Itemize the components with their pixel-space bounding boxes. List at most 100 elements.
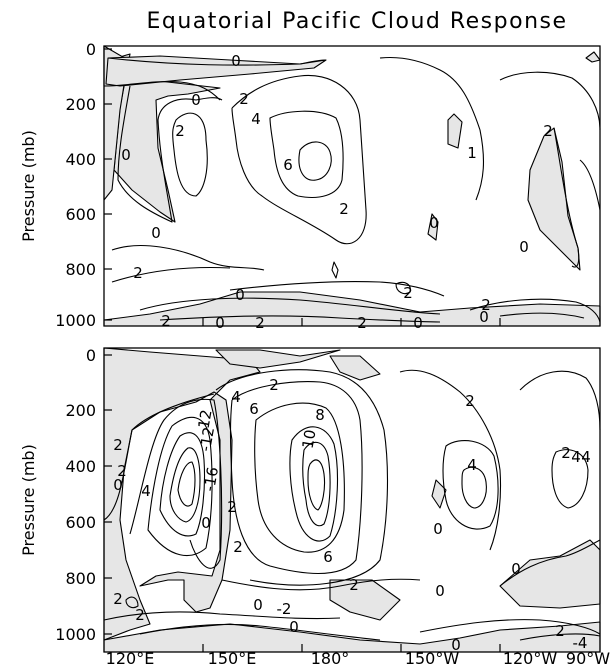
- bottom-contour-low-3: [419, 619, 601, 635]
- top-contour-low-1: [111, 245, 265, 271]
- top-label: 4: [251, 110, 261, 128]
- top-contour-low-3: [229, 280, 445, 297]
- x-tick-label: 150°E: [208, 649, 257, 664]
- bottom-label: 10: [299, 428, 320, 450]
- bottom-y-tick-label: 0: [86, 346, 96, 365]
- top-y-tick-label: 200: [65, 95, 96, 114]
- top-label: 0: [231, 52, 241, 70]
- bottom-label: 4: [141, 482, 151, 500]
- bottom-label: -12: [196, 426, 218, 453]
- bottom-contour-low-2: [139, 623, 381, 641]
- bottom-label: 0: [511, 560, 521, 578]
- top-label: 2: [543, 122, 553, 140]
- top-shade-bottom: [103, 291, 601, 327]
- bottom-label: 0: [289, 618, 299, 636]
- top-label: 2: [403, 284, 413, 302]
- bottom-label: 2: [113, 436, 123, 454]
- bottom-y-tick-labels: 0 200 400 600 800 1000: [55, 346, 96, 644]
- top-label: 0: [121, 146, 131, 164]
- top-contour-center-4: [269, 110, 344, 198]
- bottom-contour-west-6: [159, 432, 206, 537]
- bottom-label: 4: [581, 448, 591, 466]
- bottom-shade-center-top: [329, 355, 381, 381]
- bottom-contour-center-8: [302, 441, 331, 527]
- top-label: 0: [429, 214, 439, 232]
- top-shade-corner: [585, 51, 601, 63]
- top-label: 2: [239, 90, 249, 108]
- bottom-contour-west-0: [103, 393, 215, 521]
- top-y-axis-label: Pressure (mb): [19, 130, 38, 242]
- top-contour-east-2: [379, 56, 484, 201]
- bottom-x-tick-labels: 120°E 150°E 180° 150°W 120°W 90°W: [106, 649, 611, 664]
- top-shade-small: [447, 113, 463, 149]
- bottom-label: 12: [195, 408, 216, 430]
- top-contour-east-right: [499, 71, 601, 131]
- top-contour-small-2: [395, 281, 411, 295]
- top-contour-center-2: [231, 74, 367, 245]
- top-panel: 0 0 0 2 2 4 6 2 2 0 0 2 0 2 2 0 2 2 0 2 …: [19, 40, 601, 332]
- top-label: 2: [133, 264, 143, 282]
- top-y-tick-labels: 0 200 400 600 800 1000: [55, 40, 96, 330]
- top-label: 2: [339, 200, 349, 218]
- top-label: 0: [215, 314, 225, 332]
- top-contour-zero-top: [107, 57, 327, 66]
- top-contour-low-5: [159, 315, 441, 323]
- top-contour-center-6: [298, 141, 332, 181]
- bottom-contour-low-1: [103, 611, 341, 621]
- bottom-label: 8: [315, 406, 325, 424]
- bottom-label: 2: [135, 606, 145, 624]
- bottom-label: 2: [555, 622, 565, 640]
- bottom-contour-center-4: [254, 402, 345, 553]
- top-label: 0: [151, 224, 161, 242]
- bottom-contour-small: [125, 596, 139, 609]
- bottom-contour-east-shade: [499, 539, 601, 587]
- top-label: 0: [191, 91, 201, 109]
- top-plot-frame: [103, 45, 601, 327]
- top-x-ticks: [202, 318, 501, 326]
- top-y-tick-label: 600: [65, 205, 96, 224]
- bottom-contour-center-outer: [215, 369, 389, 586]
- bottom-plot-frame: [103, 347, 601, 653]
- top-contour-low-6: [469, 298, 601, 323]
- bottom-contour-east-2: [519, 370, 601, 431]
- bottom-y-axis-label: Pressure (mb): [19, 444, 38, 556]
- top-label: 6: [283, 156, 293, 174]
- bottom-label: 4: [571, 448, 581, 466]
- top-contour-low-7: [499, 312, 585, 319]
- bottom-contour-west-4: [147, 416, 213, 556]
- top-y-ticks: [104, 48, 112, 321]
- bottom-y-tick-label: 200: [65, 401, 96, 420]
- bottom-label: 0: [201, 514, 211, 532]
- bottom-label: 2: [227, 498, 237, 516]
- bottom-label: 2: [117, 462, 127, 480]
- bottom-panel: 2 6 4 2 0 2 4 0 -12 12 8 10 -16 6 2 2 2 …: [19, 346, 610, 664]
- top-label: 2: [357, 314, 367, 332]
- bottom-label: 2: [465, 392, 475, 410]
- top-y-tick-label: 1000: [55, 311, 96, 330]
- bottom-label: 4: [231, 388, 241, 406]
- top-contour-east-shade: [553, 127, 580, 268]
- bottom-y-tick-label: 400: [65, 457, 96, 476]
- bottom-contour-west-2: [129, 398, 223, 569]
- bottom-label: 6: [249, 400, 259, 418]
- top-contour-west-inner: [172, 112, 208, 197]
- top-label: 0: [413, 314, 423, 332]
- bottom-label: -16: [200, 466, 222, 493]
- bottom-shade-top-strip: [215, 349, 341, 369]
- bottom-contour-right-2: [399, 369, 502, 551]
- top-contour-east-inner: [579, 159, 601, 211]
- bottom-contour-center-2: [229, 381, 363, 575]
- top-label: 0: [235, 286, 245, 304]
- top-contour-zero-left: [103, 81, 221, 101]
- top-label: 0: [479, 308, 489, 326]
- bottom-contour-center-6: [289, 426, 339, 542]
- bottom-label: 0: [433, 520, 443, 538]
- bottom-label: -2: [277, 600, 292, 618]
- top-y-tick-label: 0: [86, 40, 96, 59]
- bottom-contour-east-4: [551, 449, 589, 509]
- bottom-y-tick-label: 600: [65, 513, 96, 532]
- bottom-label: 0: [113, 476, 123, 494]
- bottom-y-tick-label: 800: [65, 569, 96, 588]
- bottom-label: 2: [349, 576, 359, 594]
- top-label: 1: [467, 144, 477, 162]
